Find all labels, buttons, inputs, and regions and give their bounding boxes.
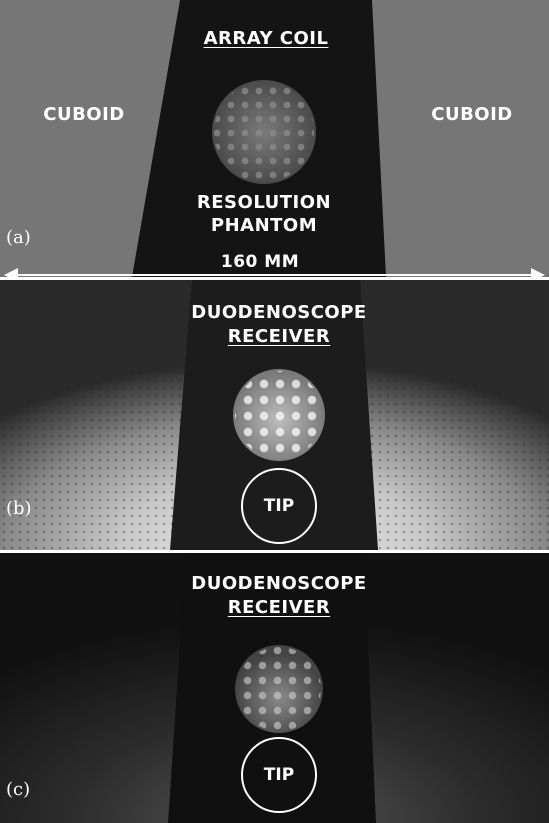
panel-b-tip-marker: TIP	[241, 468, 317, 544]
panel-a-phantom-label-line1: RESOLUTION	[196, 192, 332, 213]
panel-b-letter: (b)	[6, 498, 32, 519]
panel-a-left-label: CUBOID	[43, 104, 125, 125]
panel-a-letter: (a)	[6, 227, 31, 248]
panel-b-duodenoscope-image: DUODENOSCOPE RECEIVER TIP (b)	[0, 280, 549, 550]
panel-c-tip-marker: TIP	[241, 737, 317, 813]
divider-a-b	[0, 277, 549, 280]
panel-c-tip-label: TIP	[263, 765, 295, 785]
panel-a-mri-scan	[0, 0, 549, 277]
panel-c-letter: (c)	[6, 779, 31, 800]
panel-c-title-line1: DUODENOSCOPE	[191, 573, 367, 594]
panel-a-right-label: CUBOID	[431, 104, 513, 125]
divider-b-c	[0, 550, 549, 553]
panel-a-scale-label: 160 MM	[220, 252, 300, 272]
panel-a-array-coil-image: ARRAY COIL CUBOID CUBOID RESOLUTION PHAN…	[0, 0, 549, 277]
panel-b-title-line2: RECEIVER	[227, 326, 331, 347]
panel-c-title-line2: RECEIVER	[227, 597, 331, 618]
panel-a-phantom-label-line2: PHANTOM	[210, 215, 318, 236]
panel-b-title-line1: DUODENOSCOPE	[191, 302, 367, 323]
panel-c-duodenoscope-image: DUODENOSCOPE RECEIVER TIP (c)	[0, 553, 549, 823]
panel-b-tip-label: TIP	[263, 496, 295, 516]
panel-a-title: ARRAY COIL	[203, 28, 329, 49]
